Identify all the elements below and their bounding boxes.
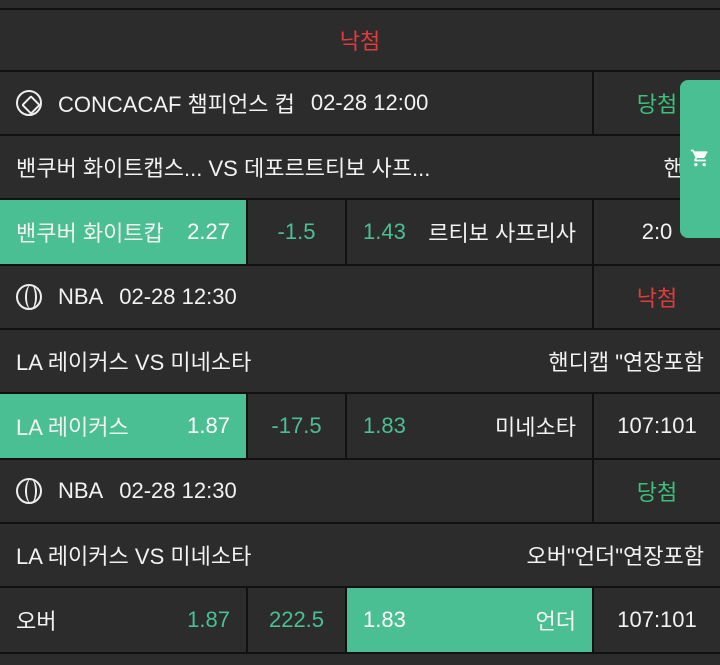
home-team: LA 레이커스 [16,350,129,375]
vs-label: VS [134,544,165,569]
away-pick-label: 언더 [535,609,576,634]
league-name: NBA [58,284,104,309]
game-header: NBA 02-28 12:30 당첨 [0,460,720,522]
basketball-icon [16,478,42,504]
home-pick-label: 밴쿠버 화이트캅 [16,221,164,246]
home-pick-label: LA 레이커스 [16,415,129,440]
league-name: NBA [58,478,104,503]
top-strip [0,0,720,8]
basketball-icon [16,284,42,310]
soccer-ball-icon [16,90,42,116]
game-header: NBA 02-28 12:30 낙첨 [0,266,720,328]
home-odds: 1.87 [187,607,230,632]
shopping-cart-icon [690,149,708,167]
game-time: 02-28 12:00 [310,90,429,115]
home-pick-button[interactable]: 밴쿠버 화이트캅 2.27 [0,200,246,264]
away-team: 데포르트티보 사프... [243,156,431,181]
final-score: 107:101 [594,588,720,652]
away-pick-label: 미네소타 [495,415,576,440]
market-type: 오버"언더"연장포함 [526,544,704,569]
game-time: 02-28 12:30 [119,478,237,503]
home-odds: 2.27 [187,219,230,244]
away-team: 미네소타 [170,544,252,569]
match-row: 밴쿠버 화이트캡스... VS 데포르트티보 사프... 핸디 [0,136,720,198]
final-score: 107:101 [594,394,720,458]
home-pick-button[interactable]: LA 레이커스 1.87 [0,394,246,458]
handicap-line: 222.5 [248,588,345,652]
away-pick-button[interactable]: 1.83 미네소타 [347,394,592,458]
game-header: CONCACAF 챔피언스 컵 02-28 12:00 당첨 [0,72,720,134]
cart-button[interactable] [680,80,720,238]
handicap-line: -1.5 [248,200,345,264]
away-odds: 1.83 [363,413,406,438]
game-time: 02-28 12:30 [119,284,237,309]
handicap-line: -17.5 [248,394,345,458]
away-pick-button[interactable]: 1.83 언더 [347,588,592,652]
result-status: 당첨 [594,460,720,522]
bottom-strip [0,654,720,665]
league-name: CONCACAF 챔피언스 컵 [58,92,295,117]
market-type: 핸디캡 "연장포함 [548,350,704,375]
away-odds: 1.83 [363,607,406,632]
home-team: 밴쿠버 화이트캡스... [16,156,203,181]
away-team: 미네소타 [170,350,252,375]
away-odds: 1.43 [363,219,406,244]
away-pick-button[interactable]: 1.43 르티보 사프리사 [347,200,592,264]
vs-label: VS [134,350,165,375]
previous-result-status: 낙첨 [0,10,720,70]
away-pick-label: 르티보 사프리사 [428,221,576,246]
odds-row: 오버 1.87 222.5 1.83 언더 107:101 [0,588,720,652]
odds-row: LA 레이커스 1.87 -17.5 1.83 미네소타 107:101 [0,394,720,458]
match-row: LA 레이커스 VS 미네소타 오버"언더"연장포함 [0,524,720,586]
home-pick-button[interactable]: 오버 1.87 [0,588,246,652]
odds-row: 밴쿠버 화이트캅 2.27 -1.5 1.43 르티보 사프리사 2:0 [0,200,720,264]
home-pick-label: 오버 [16,609,57,634]
match-row: LA 레이커스 VS 미네소타 핸디캡 "연장포함 [0,330,720,392]
result-status: 낙첨 [594,266,720,328]
home-team: LA 레이커스 [16,544,129,569]
vs-label: VS [208,156,238,181]
home-odds: 1.87 [187,413,230,438]
